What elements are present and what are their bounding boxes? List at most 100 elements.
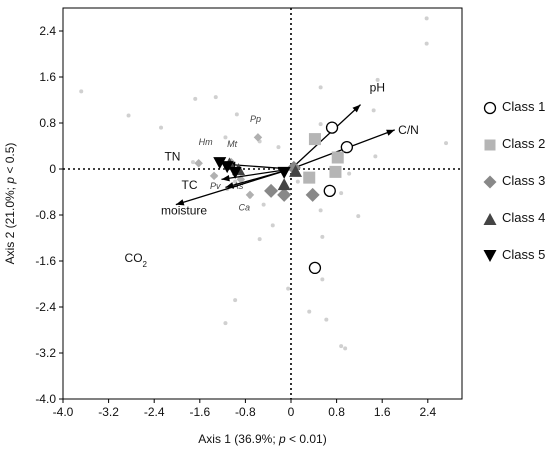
- x-tick-label: -0.8: [235, 405, 256, 419]
- background-point: [424, 16, 429, 21]
- vector-arrowhead: [175, 199, 185, 206]
- square-icon: [484, 139, 496, 151]
- class-5-point: [228, 166, 242, 179]
- y-tick-label: -4.0: [35, 392, 56, 406]
- background-point: [223, 321, 228, 326]
- species-point: [194, 159, 203, 168]
- background-point: [126, 113, 131, 118]
- x-tick-label: 1.6: [374, 405, 391, 419]
- x-tick-label: -4.0: [53, 405, 74, 419]
- class-3-point: [277, 187, 292, 202]
- environmental-vectors: pH C/N TN TC moisture CO2: [125, 80, 419, 268]
- vector-label: moisture: [161, 203, 207, 217]
- background-point: [295, 179, 300, 184]
- vector-arrowhead: [221, 175, 230, 182]
- background-point: [318, 85, 323, 90]
- vector-line: [290, 104, 361, 170]
- species-label: Mt: [227, 139, 237, 149]
- x-tick-label: 0.8: [328, 405, 345, 419]
- background-point: [261, 202, 266, 207]
- background-point: [276, 145, 281, 150]
- background-point: [375, 77, 380, 82]
- x-tick-label: 2.4: [419, 405, 436, 419]
- background-point: [213, 95, 218, 100]
- legend-item-class-1: Class 1: [482, 96, 548, 133]
- y-axis-label: Axis 2 (21.0%; p < 0.5): [3, 143, 17, 265]
- background-point: [79, 89, 84, 94]
- legend-label: Class 4: [502, 210, 546, 225]
- class-2-point: [331, 151, 344, 164]
- class-2-point: [303, 171, 316, 184]
- background-point: [223, 135, 228, 140]
- background-point: [320, 277, 325, 282]
- x-tick-label: -3.2: [98, 405, 119, 419]
- diamond-icon: [483, 175, 497, 189]
- background-point: [233, 298, 238, 303]
- y-tick-label: -3.2: [35, 346, 56, 360]
- class-3-point: [264, 183, 279, 198]
- background-point: [318, 208, 323, 213]
- background-point: [233, 179, 238, 184]
- background-point: [373, 154, 378, 159]
- species-point: [209, 171, 219, 181]
- class-3-point: [305, 187, 320, 202]
- legend-item-class-2: Class 2: [482, 133, 548, 170]
- circle-open-icon: [483, 101, 497, 115]
- background-point: [339, 191, 344, 196]
- legend-label: Class 3: [502, 173, 546, 188]
- legend-label: Class 2: [502, 136, 546, 151]
- vector-label: TC: [182, 178, 198, 192]
- legend-item-class-5: Class 5: [482, 244, 548, 281]
- class-1-point: [308, 261, 322, 275]
- background-point: [234, 112, 239, 117]
- class-5-point: [277, 166, 291, 179]
- zero-lines: [63, 8, 462, 399]
- class-2-point: [308, 133, 321, 146]
- class-4-point: [277, 178, 291, 191]
- background-point: [324, 317, 329, 322]
- species-point: [245, 190, 255, 200]
- class-1-point: [323, 184, 336, 198]
- background-point: [371, 108, 376, 113]
- background-point: [444, 141, 449, 146]
- class-1-point: [340, 140, 354, 154]
- vector-line: [175, 168, 292, 206]
- x-axis-label: Axis 1 (36.9%; p < 0.01): [198, 432, 326, 446]
- y-tick-label: -0.8: [35, 208, 56, 222]
- x-tick-label: -1.6: [189, 405, 210, 419]
- class-4-point: [289, 164, 303, 177]
- class-2-point: [329, 165, 342, 178]
- background-point: [270, 223, 275, 228]
- background-point: [307, 309, 312, 314]
- background-point: [257, 237, 262, 242]
- vector-line: [221, 168, 292, 180]
- triangle-up-icon: [483, 213, 497, 225]
- background-points: [79, 16, 449, 351]
- class-5-point: [220, 161, 234, 174]
- legend: Class 1 Class 2 Class 3 Class 4 Class 5: [482, 96, 548, 281]
- class-series: [213, 121, 354, 275]
- legend-label: Class 5: [502, 247, 546, 262]
- class-5-point: [213, 157, 227, 170]
- background-point: [286, 286, 291, 291]
- y-tick-label: -1.6: [35, 254, 56, 268]
- y-tick-label: -2.4: [35, 300, 56, 314]
- species-label: Ca: [239, 202, 251, 212]
- legend-item-class-3: Class 3: [482, 170, 548, 207]
- vector-label: pH: [370, 80, 385, 94]
- background-point: [320, 234, 325, 239]
- vector-arrowhead: [386, 129, 395, 136]
- y-tick-label: 2.4: [39, 24, 56, 38]
- x-tick-label: -2.4: [144, 405, 165, 419]
- background-point: [347, 171, 352, 176]
- y-tick-label: 0: [49, 162, 56, 176]
- axis-ticks: -4.0 -3.2 -2.4 -1.6 -0.8 0 0.8 1.6 2.4 2.4 1.6 0.8 0…: [35, 24, 436, 419]
- background-point: [190, 160, 195, 165]
- class-1-point: [325, 121, 339, 134]
- x-tick-label: 0: [288, 405, 295, 419]
- background-point: [339, 344, 344, 349]
- vector-label: TN: [164, 149, 180, 163]
- vector-arrowhead: [352, 104, 361, 113]
- species-label: Pv: [210, 181, 221, 191]
